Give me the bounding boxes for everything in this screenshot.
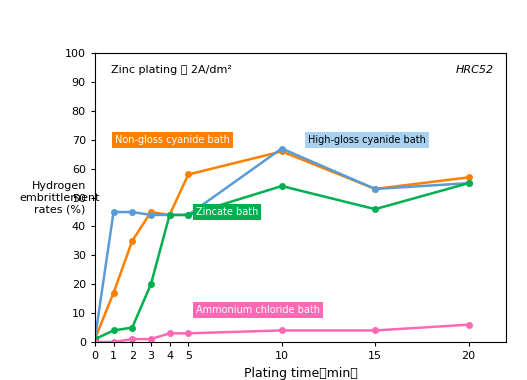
Text: Non-gloss cyanide bath: Non-gloss cyanide bath [115,135,230,145]
Text: Zinc plating ： 2A/dm²: Zinc plating ： 2A/dm² [111,65,232,75]
X-axis label: Plating time（min）: Plating time（min） [243,367,357,380]
Text: High-gloss cyanide bath: High-gloss cyanide bath [308,135,426,145]
Text: Ammonium chloride bath: Ammonium chloride bath [196,305,320,315]
Text: [Fig.2] Hydrogen embrittlement rates of zinc plating: [Fig.2] Hydrogen embrittlement rates of … [6,17,458,33]
Y-axis label: Hydrogen
embrittlement
rates (%): Hydrogen embrittlement rates (%) [19,181,100,214]
Text: Zincate bath: Zincate bath [196,207,258,217]
Text: HRC52: HRC52 [455,65,494,75]
